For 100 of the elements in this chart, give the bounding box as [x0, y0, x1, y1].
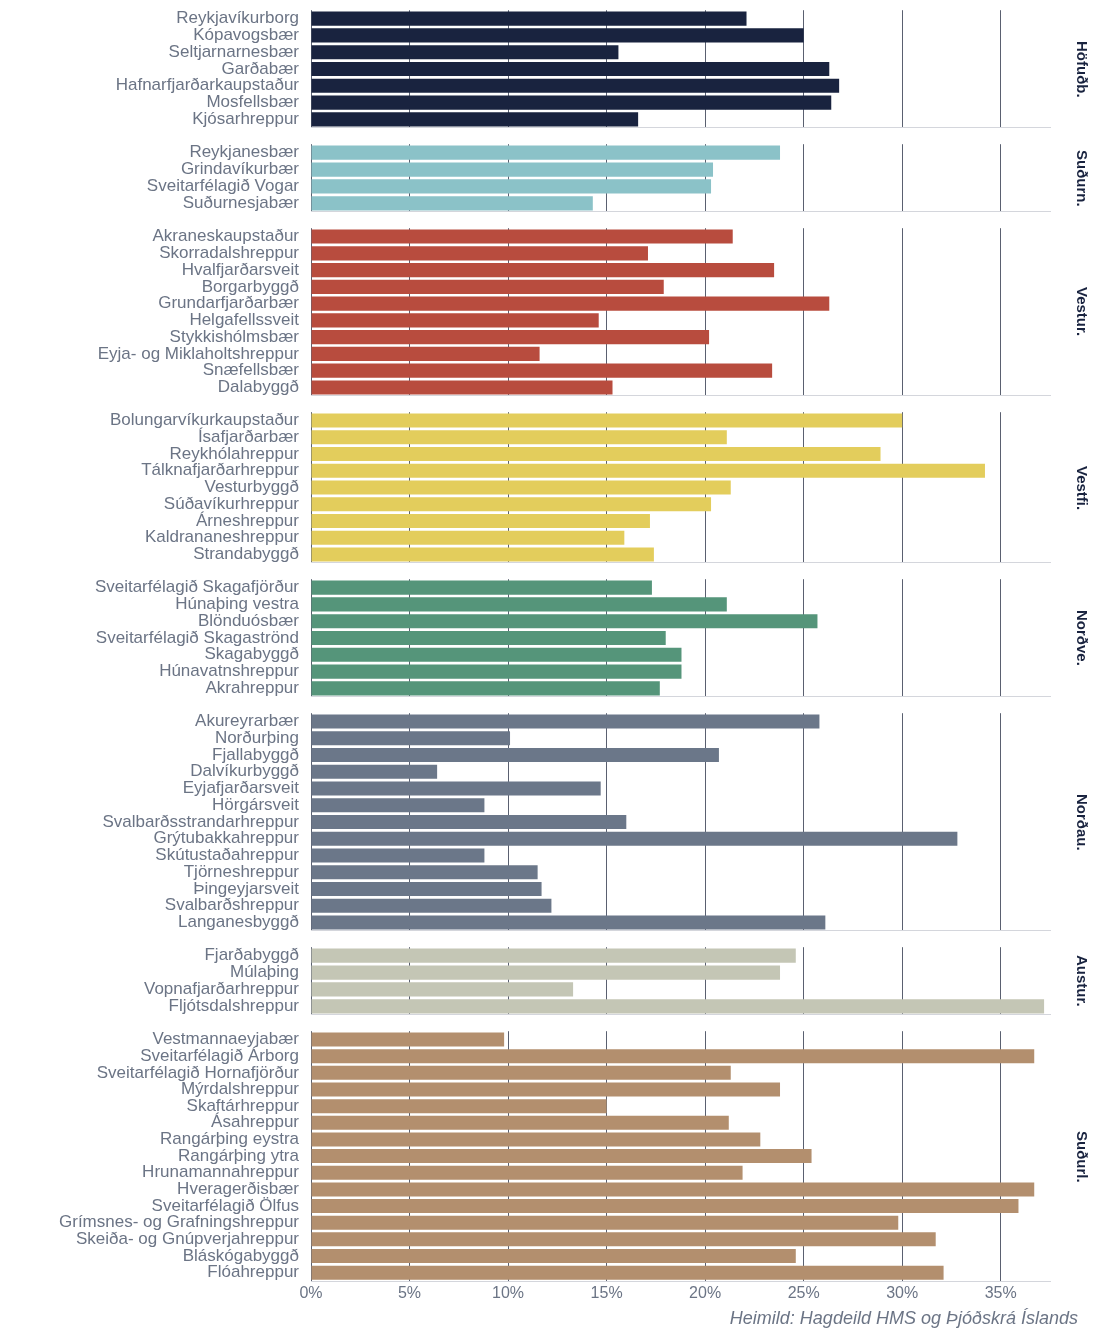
bar	[311, 78, 840, 93]
y2-axis-title: Höfuðb.	[1072, 39, 1092, 100]
bar	[311, 513, 650, 528]
y2-axis-title: Norðve.	[1072, 609, 1092, 668]
y-tick-label: Langanesbyggð	[177, 912, 299, 932]
y-tick-label: Akureyrarbær	[195, 711, 300, 731]
bar	[311, 1199, 1019, 1214]
bar	[311, 196, 593, 211]
y-tick-label: Ísafjarðarbær	[197, 426, 300, 446]
x-tick-label: 30%	[886, 1284, 919, 1302]
y-tick-label: Ásahreppur	[211, 1112, 300, 1132]
y2-axis-title: Austur.	[1072, 954, 1092, 1010]
bar	[311, 497, 712, 512]
bar	[311, 1115, 729, 1130]
x-tick-label: 5%	[397, 1284, 422, 1302]
bar	[311, 447, 881, 462]
y-tick-label: Garðabær	[221, 58, 300, 78]
y-tick-label: Suðurnesjabær	[182, 193, 300, 213]
bar	[311, 1249, 796, 1264]
y-tick-label: Kópavogsbær	[193, 25, 300, 45]
bar	[311, 814, 627, 830]
bar	[311, 748, 719, 763]
bar	[311, 1082, 781, 1097]
y-tick-label: Sveitarfélagið Skagafjörður	[94, 577, 300, 597]
y-tick-label: Húnaþing vestra	[175, 594, 300, 614]
bar	[311, 881, 542, 896]
bar	[311, 430, 727, 445]
x-tick-label: 20%	[689, 1284, 722, 1302]
bar	[311, 463, 985, 478]
bar	[311, 1165, 743, 1180]
y-tick-label: Vesturbyggð	[204, 477, 299, 497]
y2-axis-title: Suðurl.	[1072, 1129, 1092, 1185]
y-tick-label: Skorradalshreppur	[159, 243, 300, 263]
y-tick-label: Strandabyggð	[193, 544, 299, 564]
bar	[311, 380, 613, 395]
bar	[311, 179, 712, 194]
bar	[311, 948, 796, 963]
bar	[311, 95, 832, 110]
bar	[311, 982, 574, 997]
bar	[311, 1265, 944, 1280]
bar	[311, 1032, 505, 1047]
bar	[311, 296, 830, 311]
y-tick-label: Reykjavíkurborg	[176, 8, 299, 28]
bar	[311, 781, 601, 796]
y-tick-label: Sveitarfélagið Skagaströnd	[95, 627, 299, 647]
y-tick-label: Skeiða- og Gnúpverjahreppur	[75, 1229, 300, 1249]
y-tick-label: Akrahreppur	[205, 678, 300, 698]
bar	[311, 229, 733, 244]
bar	[311, 45, 619, 60]
bar	[311, 547, 654, 562]
y-tick-label: Norðurþing	[214, 728, 299, 747]
y2-axis-title: Vestur.	[1072, 286, 1092, 339]
text: Heimild: Hagdeild HMS og Þjóðskrá Íslands	[728, 1308, 1079, 1329]
bar	[311, 664, 682, 679]
bar	[311, 413, 903, 428]
bar	[311, 999, 1045, 1014]
x-tick-label: 0%	[299, 1284, 323, 1302]
bar	[311, 28, 804, 43]
bar	[311, 1065, 731, 1080]
bar	[311, 614, 818, 629]
bar	[311, 865, 538, 880]
bar	[311, 1132, 761, 1147]
bar	[311, 530, 625, 545]
bar	[311, 263, 775, 278]
bar	[311, 1232, 936, 1247]
bar	[311, 1182, 1035, 1197]
bar	[311, 731, 511, 746]
y-tick-label: Eyjafjarðarsveit	[182, 778, 300, 798]
y-tick-label: Árneshreppur	[195, 510, 300, 530]
y-tick-label: Helgafellssveit	[189, 310, 300, 330]
bar	[311, 1049, 1035, 1064]
bar	[311, 363, 773, 378]
x-tick-label: 10%	[492, 1284, 525, 1302]
bar	[311, 798, 485, 813]
bar	[311, 848, 485, 863]
y-tick-label: Hafnarfjarðarkaupstaður	[115, 75, 300, 95]
bar	[311, 915, 826, 930]
bar	[311, 61, 830, 77]
bar	[311, 330, 710, 345]
y-tick-label: Skútustaðahreppur	[155, 845, 300, 865]
bar	[311, 831, 958, 846]
y-tick-label: Dalabyggð	[217, 377, 299, 397]
x-tick-label: 15%	[590, 1284, 623, 1302]
bar	[311, 647, 682, 662]
y-tick-label: Akraneskaupstaður	[152, 226, 300, 246]
bar	[311, 1149, 812, 1164]
y-tick-label: Múlaþing	[230, 962, 299, 982]
bar	[311, 1215, 899, 1230]
y-tick-label: Fljótsdalshreppur	[168, 996, 300, 1016]
bar	[311, 346, 540, 361]
y-tick-label: Rangárþing eystra	[160, 1129, 300, 1149]
bar	[311, 580, 652, 595]
bar	[311, 246, 648, 261]
y-tick-label: Fjarðabyggð	[204, 945, 299, 965]
bar	[311, 764, 438, 779]
y-tick-label: Reykjanesbær	[189, 142, 300, 162]
bar	[311, 11, 747, 26]
bar	[311, 480, 731, 495]
y-tick-label: Vopnafjarðarhreppur	[143, 979, 300, 999]
bar	[311, 279, 664, 294]
